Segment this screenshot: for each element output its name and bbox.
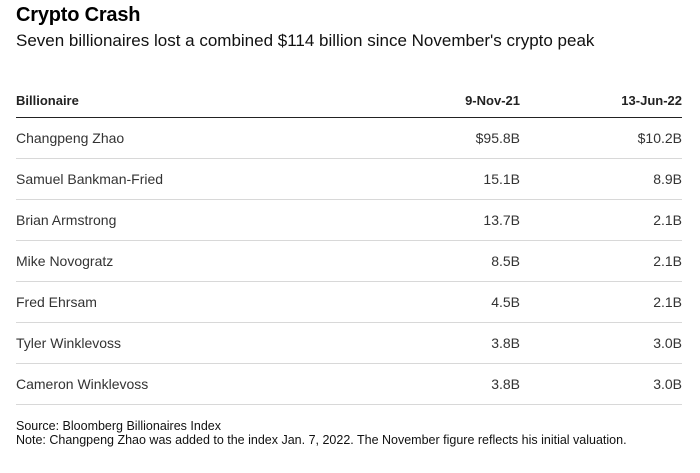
table-row: Changpeng Zhao $95.8B $10.2B <box>16 117 682 159</box>
column-header-nov-2021: 9-Nov-21 <box>396 80 520 118</box>
table-row: Mike Novogratz 8.5B 2.1B <box>16 240 682 282</box>
table-row: Samuel Bankman-Fried 15.1B 8.9B <box>16 158 682 200</box>
net-worth-jun-2022: 2.1B <box>520 199 682 241</box>
source-note: Source: Bloomberg Billionaires Index <box>16 419 221 433</box>
billionaire-name: Fred Ehrsam <box>16 281 396 323</box>
billionaire-name: Cameron Winklevoss <box>16 363 396 405</box>
net-worth-jun-2022: 2.1B <box>520 281 682 323</box>
billionaire-name: Samuel Bankman-Fried <box>16 158 396 200</box>
net-worth-nov-2021: 8.5B <box>396 240 520 282</box>
table-row: Fred Ehrsam 4.5B 2.1B <box>16 281 682 323</box>
table-header-row: Billionaire 9-Nov-21 13-Jun-22 <box>16 80 682 118</box>
footnote: Note: Changpeng Zhao was added to the in… <box>16 433 627 447</box>
chart-container: Crypto Crash Seven billionaires lost a c… <box>16 0 682 447</box>
data-table: Billionaire 9-Nov-21 13-Jun-22 Changpeng… <box>16 80 682 405</box>
billionaire-name: Tyler Winklevoss <box>16 322 396 364</box>
chart-title: Crypto Crash <box>16 4 141 26</box>
billionaire-name: Brian Armstrong <box>16 199 396 241</box>
net-worth-jun-2022: 2.1B <box>520 240 682 282</box>
chart-subtitle: Seven billionaires lost a combined $114 … <box>16 31 595 50</box>
column-header-billionaire: Billionaire <box>16 80 396 118</box>
net-worth-nov-2021: 13.7B <box>396 199 520 241</box>
net-worth-nov-2021: 3.8B <box>396 363 520 405</box>
table-row: Brian Armstrong 13.7B 2.1B <box>16 199 682 241</box>
table-row: Cameron Winklevoss 3.8B 3.0B <box>16 363 682 405</box>
net-worth-jun-2022: 3.0B <box>520 322 682 364</box>
chart-footer: Source: Bloomberg Billionaires Index Not… <box>16 419 682 447</box>
net-worth-jun-2022: 8.9B <box>520 158 682 200</box>
net-worth-nov-2021: 4.5B <box>396 281 520 323</box>
net-worth-jun-2022: 3.0B <box>520 363 682 405</box>
net-worth-jun-2022: $10.2B <box>520 117 682 159</box>
net-worth-nov-2021: 3.8B <box>396 322 520 364</box>
net-worth-nov-2021: $95.8B <box>396 117 520 159</box>
net-worth-nov-2021: 15.1B <box>396 158 520 200</box>
column-header-jun-2022: 13-Jun-22 <box>520 80 682 118</box>
table-row: Tyler Winklevoss 3.8B 3.0B <box>16 322 682 364</box>
billionaire-name: Mike Novogratz <box>16 240 396 282</box>
billionaire-name: Changpeng Zhao <box>16 117 396 159</box>
